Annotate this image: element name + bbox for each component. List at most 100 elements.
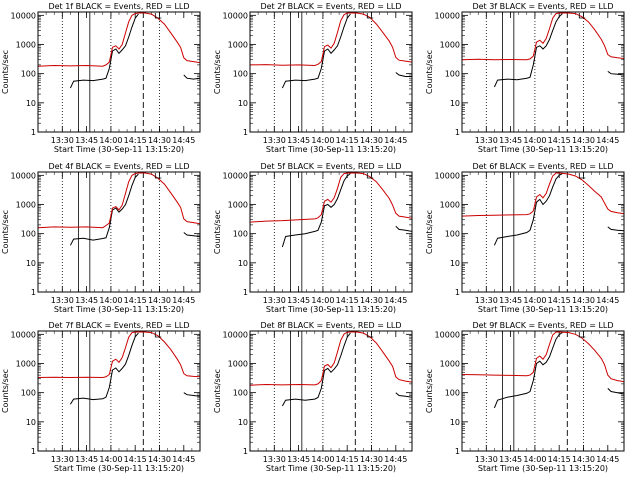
- y-tick-label: 10: [450, 99, 460, 108]
- x-tick-label: 13:45: [75, 296, 98, 305]
- plot-frame: [249, 11, 413, 133]
- y-tick-label: 1: [31, 447, 36, 456]
- y-tick-label: 10000: [223, 330, 248, 339]
- x-axis-label: Start Time (30-Sep-11 13:15:20): [54, 145, 184, 154]
- x-tick-label: 13:30: [263, 296, 286, 305]
- y-tick-label: 1000: [228, 40, 248, 49]
- y-tick-label: 1: [243, 447, 248, 456]
- x-tick-label: 14:15: [124, 136, 147, 145]
- y-tick-label: 10: [26, 259, 36, 268]
- panel-5: Det 5f BLACK = Events, RED = LLD Counts/s…: [213, 162, 413, 314]
- lld-series-line: [462, 331, 624, 383]
- y-tick-label: 1: [31, 288, 36, 297]
- panel-title: Det 3f BLACK = Events, RED = LLD: [472, 2, 613, 11]
- x-tick-label: 14:30: [572, 296, 595, 305]
- y-tick-label: 1000: [16, 40, 36, 49]
- x-tick-label: 13:45: [499, 296, 522, 305]
- x-axis-label: Start Time (30-Sep-11 13:15:20): [54, 305, 184, 314]
- events-series-line: [69, 173, 139, 246]
- y-axis-label: Counts/sec: [213, 210, 222, 254]
- panel-3: Det 3f BLACK = Events, RED = LLD Counts/s…: [425, 2, 625, 154]
- panel-2: Det 2f BLACK = Events, RED = LLD Counts/s…: [213, 2, 413, 154]
- y-tick-label: 10: [26, 99, 36, 108]
- x-tick-label: 13:30: [51, 455, 74, 464]
- bracket-marker: [366, 173, 374, 179]
- y-axis-label: Counts/sec: [425, 50, 434, 94]
- y-tick-label: 1: [455, 288, 460, 297]
- x-tick-label: 13:30: [51, 136, 74, 145]
- x-tick-label: 13:45: [75, 455, 98, 464]
- lld-series-line: [250, 12, 412, 67]
- events-series-line-segment: [183, 74, 200, 80]
- x-tick-label: 14:30: [360, 455, 383, 464]
- x-axis-label: Start Time (30-Sep-11 13:15:20): [478, 305, 608, 314]
- x-tick-label: 14:00: [99, 296, 122, 305]
- x-tick-label: 13:45: [499, 136, 522, 145]
- y-tick-label: 10000: [11, 330, 36, 339]
- x-tick-label: 14:30: [148, 296, 171, 305]
- events-series-line: [69, 13, 139, 89]
- bracket-marker: [154, 332, 162, 338]
- panel-title: Det 9f BLACK = Events, RED = LLD: [472, 321, 613, 330]
- lld-series-line: [462, 12, 624, 61]
- y-tick-label: 1: [31, 128, 36, 137]
- plot-frame: [249, 330, 413, 452]
- x-tick-label: 13:30: [475, 136, 498, 145]
- x-tick-label: 14:15: [336, 455, 359, 464]
- events-series-line-segment: [183, 232, 200, 238]
- events-series-line-segment: [183, 392, 200, 397]
- x-tick-label: 13:45: [287, 296, 310, 305]
- panel-9: Det 9f BLACK = Events, RED = LLD Counts/s…: [425, 321, 625, 473]
- x-tick-label: 14:00: [99, 455, 122, 464]
- plot-area: [38, 331, 200, 405]
- x-tick-label: 14:30: [148, 455, 171, 464]
- x-tick-label: 13:45: [287, 455, 310, 464]
- y-tick-label: 1000: [440, 40, 460, 49]
- y-tick-label: 10000: [223, 171, 248, 180]
- x-tick-label: 13:30: [51, 296, 74, 305]
- x-axis-label: Start Time (30-Sep-11 13:15:20): [478, 145, 608, 154]
- events-series-line-segment: [395, 72, 412, 78]
- x-tick-label: 14:45: [384, 136, 407, 145]
- y-axis-label: Counts/sec: [213, 50, 222, 94]
- x-tick-label: 14:45: [596, 455, 619, 464]
- y-axis-label: Counts/sec: [425, 369, 434, 413]
- plot-area: [250, 172, 412, 248]
- x-tick-label: 14:00: [523, 136, 546, 145]
- x-tick-label: 14:45: [172, 136, 195, 145]
- y-tick-label: 100: [233, 70, 248, 79]
- x-tick-label: 14:45: [172, 296, 195, 305]
- x-tick-label: 14:15: [548, 455, 571, 464]
- y-tick-label: 1000: [440, 359, 460, 368]
- events-series-line: [493, 173, 563, 246]
- panel-title: Det 8f BLACK = Events, RED = LLD: [260, 321, 401, 330]
- x-tick-label: 13:30: [263, 136, 286, 145]
- y-tick-label: 10000: [11, 11, 36, 20]
- y-tick-label: 10000: [435, 11, 460, 20]
- x-tick-label: 14:45: [596, 296, 619, 305]
- events-series-line: [493, 13, 563, 88]
- y-tick-label: 1000: [16, 200, 36, 209]
- bracket-marker: [366, 332, 374, 338]
- y-tick-label: 100: [21, 230, 36, 239]
- lld-series-line: [38, 12, 200, 67]
- events-series-line-segment: [607, 388, 624, 395]
- bracket-marker: [154, 173, 162, 179]
- x-tick-label: 14:00: [99, 136, 122, 145]
- y-tick-label: 1: [455, 447, 460, 456]
- plot-frame: [37, 171, 201, 293]
- y-axis-label: Counts/sec: [425, 210, 434, 254]
- plot-area: [462, 12, 624, 88]
- x-tick-label: 14:30: [360, 296, 383, 305]
- x-tick-label: 14:15: [124, 296, 147, 305]
- x-axis-label: Start Time (30-Sep-11 13:15:20): [478, 464, 608, 473]
- plot-area: [250, 12, 412, 89]
- plot-frame: [37, 11, 201, 133]
- y-tick-label: 10000: [435, 330, 460, 339]
- x-tick-label: 14:00: [523, 455, 546, 464]
- y-tick-label: 100: [445, 70, 460, 79]
- events-series-line-segment: [395, 392, 412, 398]
- y-tick-label: 100: [445, 230, 460, 239]
- plot-area: [38, 172, 200, 246]
